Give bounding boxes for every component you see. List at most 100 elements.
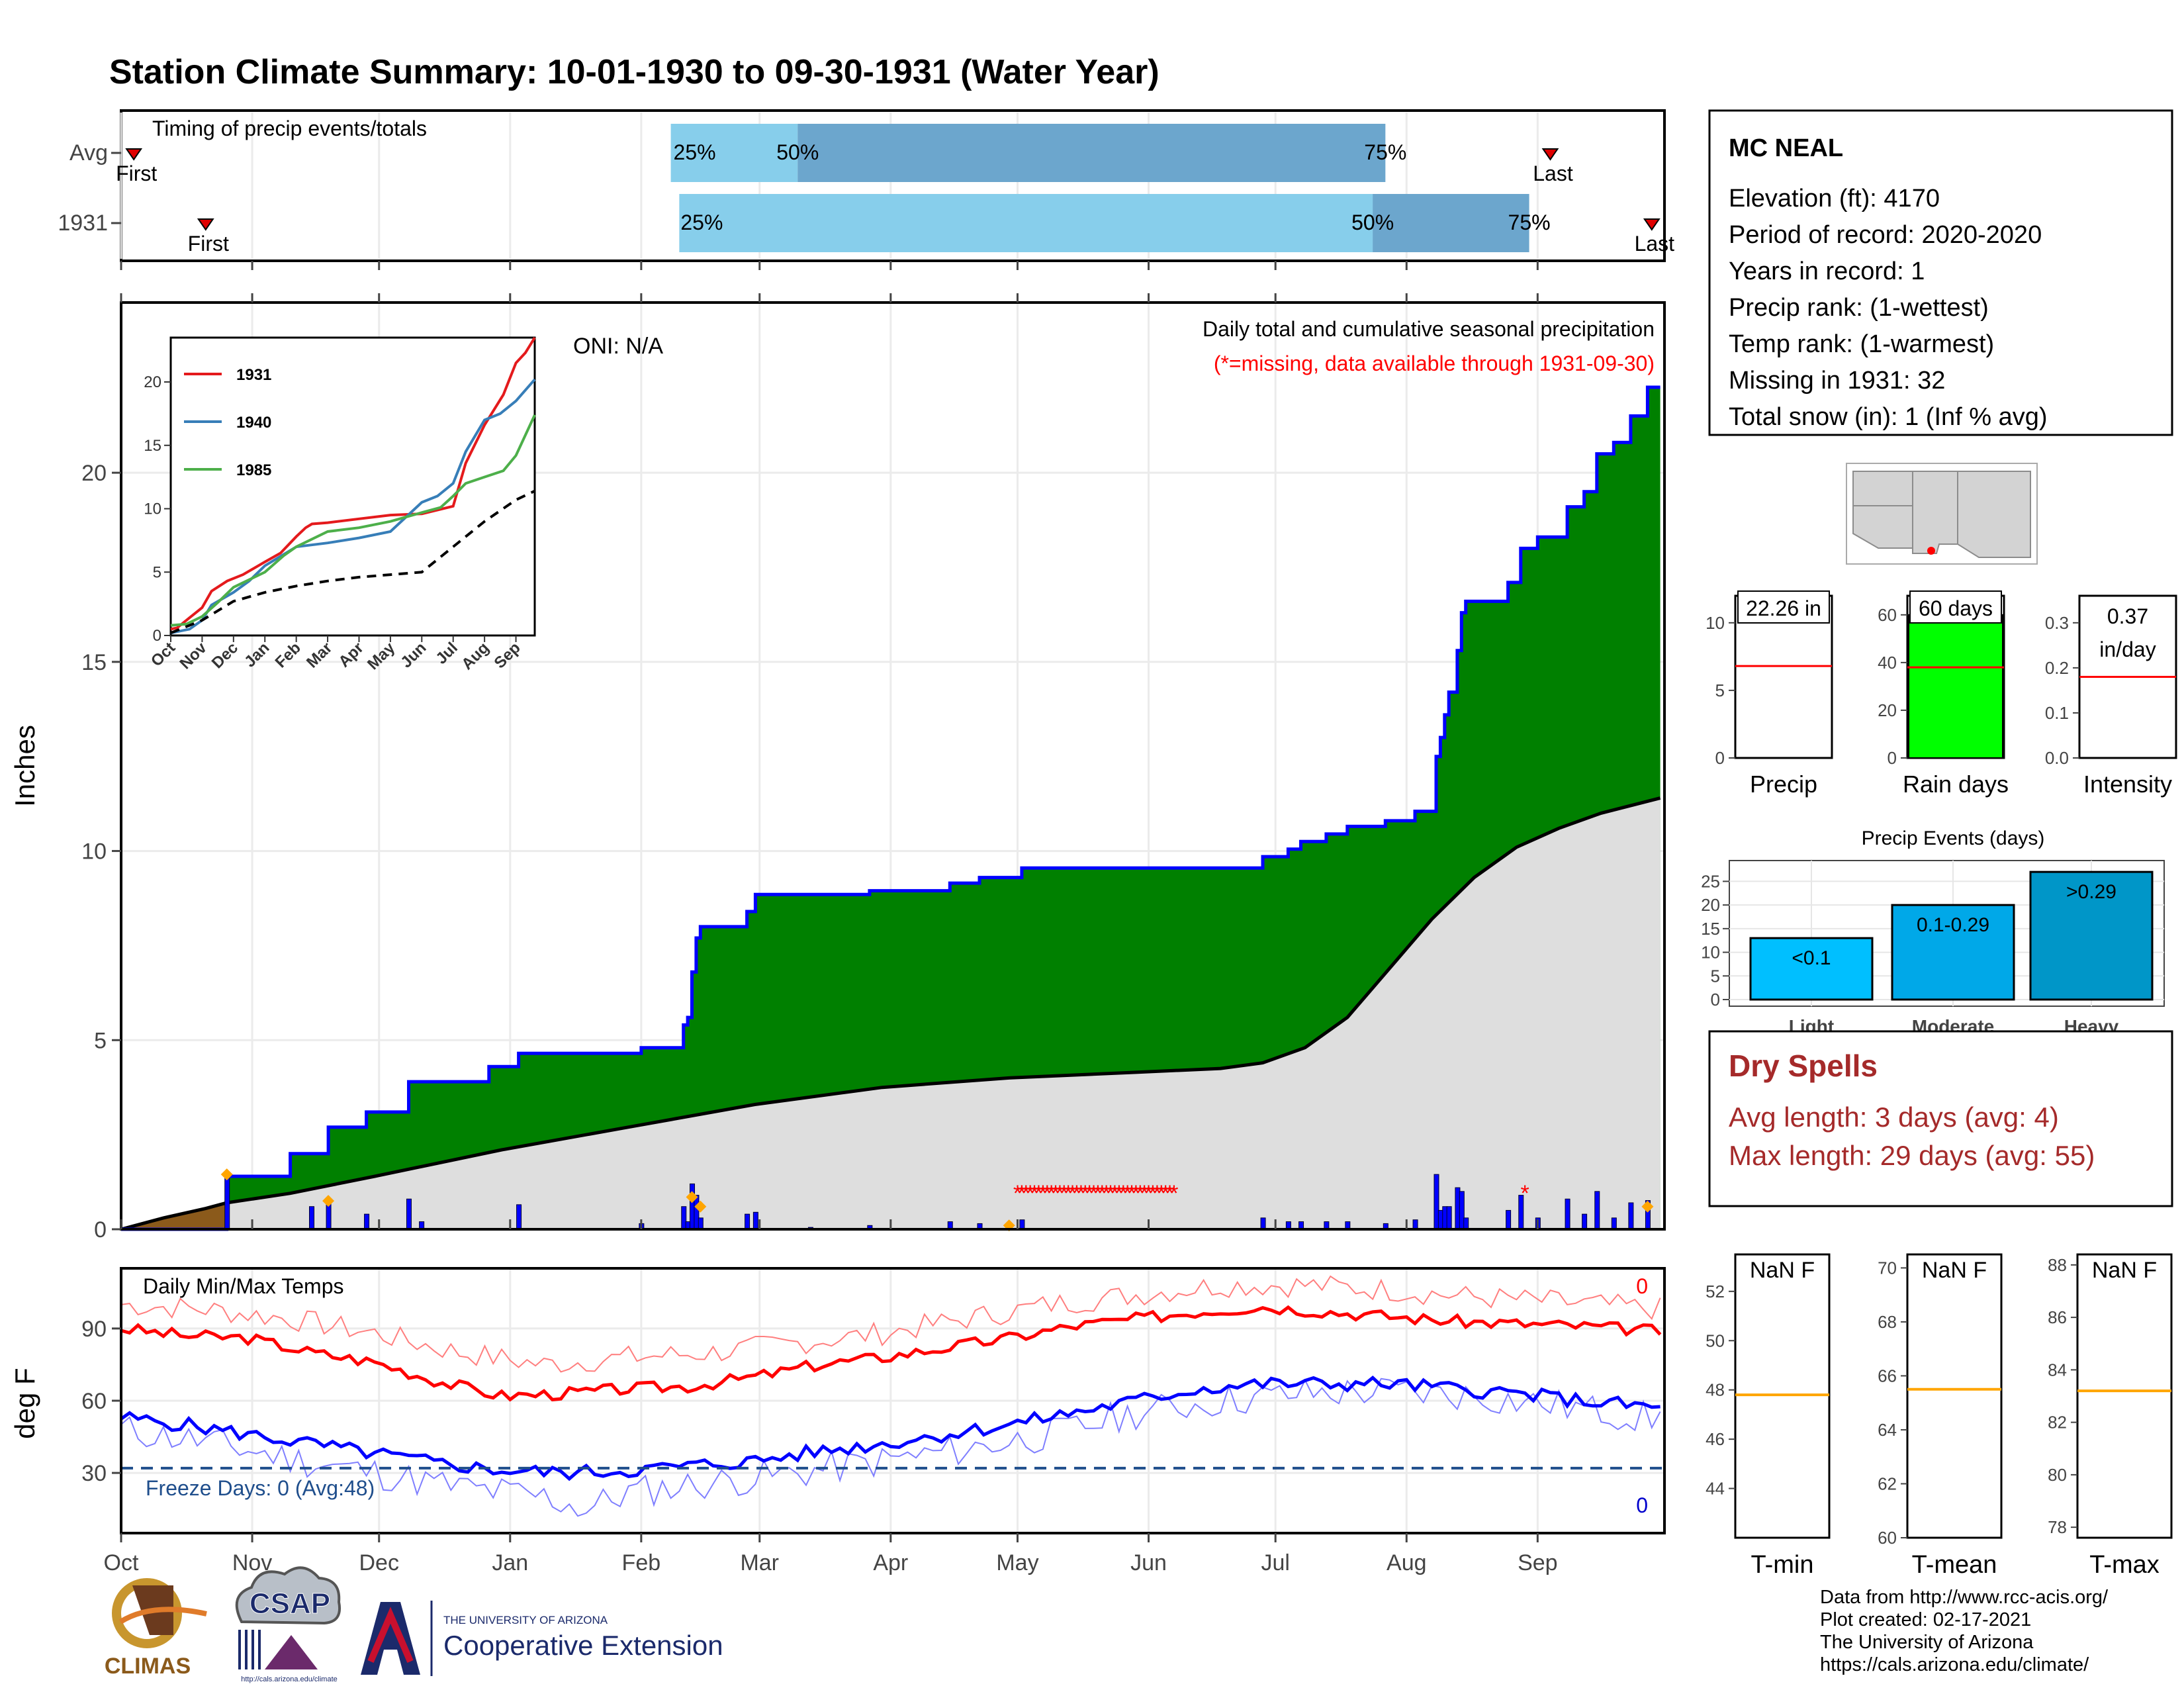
- missing-day-marker: *: [1169, 1181, 1178, 1206]
- missing-day-marker: *: [1521, 1181, 1529, 1206]
- temp-summary-tick-label: 64: [1878, 1420, 1897, 1440]
- precip-event-bar: [2029, 870, 2154, 1001]
- precip-y-axis-label: Inches: [9, 725, 40, 807]
- missing-day-marker: *: [1132, 1181, 1140, 1206]
- timing-p50-label: 50%: [1351, 211, 1394, 234]
- timing-p25-label: 25%: [674, 140, 716, 164]
- daily-precip-bar: [1565, 1198, 1570, 1230]
- missing-day-marker: *: [1111, 1181, 1119, 1206]
- inset-y-tick-label: 20: [144, 373, 161, 391]
- temp-panel: 30 60 90 Daily Min/Max Temps Freeze Days: …: [9, 1219, 1666, 1575]
- missing-day-marker: *: [1081, 1181, 1089, 1206]
- missing-day-marker: *: [1030, 1181, 1038, 1206]
- freeze-days-label: Freeze Days: 0 (Avg:48): [146, 1476, 375, 1500]
- missing-day-marker: *: [1153, 1181, 1161, 1206]
- missing-day-marker: *: [1022, 1181, 1030, 1206]
- station-missing: Missing in 1931: 32: [1729, 367, 1945, 395]
- missing-day-marker: *: [1043, 1181, 1052, 1206]
- snow-marker: [322, 1195, 335, 1207]
- missing-day-marker: *: [1119, 1181, 1128, 1206]
- precip-events-title: Precip Events (days): [1862, 827, 2045, 849]
- last-event-label: Last: [1533, 162, 1573, 185]
- inset-y-tick-label: 10: [144, 500, 161, 518]
- avg-min-line: [120, 1375, 1661, 1481]
- temp-summary-tick-label: 82: [2048, 1413, 2067, 1432]
- missing-day-marker: *: [1102, 1181, 1111, 1206]
- summary-tick-label: 0: [1715, 748, 1725, 768]
- events-tick-label: 10: [1701, 943, 1720, 962]
- events-tick-label: 20: [1701, 895, 1720, 915]
- summary-tick-label: 40: [1878, 653, 1897, 673]
- last-event-label: Last: [1635, 232, 1675, 256]
- temp-summary-tick-label: 50: [1706, 1331, 1725, 1350]
- temp-summary-tick-label: 44: [1706, 1479, 1725, 1499]
- dry-spells-title: Dry Spells: [1729, 1049, 1878, 1083]
- csap-url: http://cals.arizona.edu/climate: [241, 1675, 338, 1683]
- cumulative-precip-area-average: [121, 798, 1661, 1229]
- daily-precip-bar: [752, 1211, 758, 1230]
- temp-summary-tick-label: 60: [1878, 1528, 1897, 1548]
- snow-marker: [1641, 1200, 1654, 1213]
- summary-precip-value: 22.26 in: [1746, 596, 1821, 620]
- missing-day-marker: *: [1068, 1181, 1077, 1206]
- daily-precip-bar: [326, 1202, 332, 1230]
- month-tick-label: May: [996, 1550, 1038, 1575]
- daily-precip-bar: [745, 1213, 751, 1230]
- daily-precip-bar: [516, 1204, 522, 1230]
- summary-tick-label: 0.2: [2045, 658, 2069, 678]
- temp-summary-tick-label: 68: [1878, 1312, 1897, 1332]
- rain-days-bar: [1908, 614, 2003, 759]
- max-temp-count: 0: [1636, 1274, 1648, 1298]
- tsum-tmax-value: NaN F: [2092, 1258, 2157, 1283]
- temp-summary-tick-label: 48: [1706, 1380, 1725, 1400]
- inset-series-line: [170, 378, 536, 635]
- summary-raindays-value: 60 days: [1919, 596, 1993, 620]
- station-period: Period of record: 2020-2020: [1729, 221, 2042, 249]
- month-tick-label: Aug: [1387, 1550, 1427, 1575]
- missing-day-marker: *: [1017, 1181, 1026, 1206]
- temp-summary-tick-label: 70: [1878, 1258, 1897, 1278]
- missing-day-marker: *: [1013, 1181, 1022, 1206]
- snow-marker: [694, 1200, 707, 1213]
- inches-tick-label: 5: [94, 1028, 107, 1053]
- first-event-marker: [125, 148, 143, 161]
- missing-day-marker: *: [1148, 1181, 1157, 1206]
- month-tick-label: Apr: [873, 1550, 908, 1575]
- temp-summary-tick-label: 80: [2048, 1465, 2067, 1485]
- footer-credits: Data from http://www.rcc-acis.org/ Plot …: [1820, 1587, 2109, 1675]
- last-event-marker: [1643, 218, 1661, 231]
- station-location-marker: [1927, 547, 1935, 555]
- missing-day-marker: *: [1047, 1181, 1056, 1206]
- missing-day-marker: *: [1089, 1181, 1098, 1206]
- precip-value-box: [1737, 590, 1830, 624]
- missing-day-marker: *: [1136, 1181, 1144, 1206]
- summary-intensity-label: Intensity: [2083, 771, 2172, 798]
- temp-summary: 44 46 48 50 52 60 62 64 66 68 70 78 80 82 84 86 88 NaN F…: [1706, 1253, 2173, 1579]
- daily-precip-bar: [1582, 1213, 1588, 1230]
- temp-summary-box: [2076, 1253, 2173, 1539]
- credit-plot-created: Plot created: 02-17-2021: [1820, 1609, 2031, 1630]
- summary-tick-label: 0.0: [2045, 748, 2069, 768]
- events-tick-label: 15: [1701, 919, 1720, 939]
- inches-tick-label: 15: [81, 650, 107, 675]
- summary-tick-label: 0.1: [2045, 703, 2069, 723]
- temp-summary-tick-label: 52: [1706, 1282, 1725, 1301]
- summary-precip-label: Precip: [1750, 771, 1817, 798]
- precip-annotation-missing: (*=missing, data available through 1931-…: [1214, 352, 1655, 375]
- climas-logo-text: CLIMAS: [105, 1654, 191, 1679]
- dry-spells-box: Dry Spells Avg length: 3 days (avg: 4) M…: [1708, 1030, 2173, 1207]
- month-tick-label: Oct: [104, 1550, 139, 1575]
- precip-event-bar: [1891, 904, 2015, 1001]
- tsum-tmax-label: T-max: [2089, 1551, 2160, 1579]
- timing-p75-label: 75%: [1508, 211, 1551, 234]
- timing-bar-50-75-year: [1373, 194, 1529, 252]
- daily-precip-bar: [1412, 1219, 1418, 1230]
- missing-day-marker: *: [1140, 1181, 1149, 1206]
- month-tick-label: Jan: [492, 1550, 528, 1575]
- precip-annotation-title: Daily total and cumulative seasonal prec…: [1203, 317, 1655, 341]
- summary-tick-label: 0.3: [2045, 613, 2069, 633]
- oni-label: ONI: N/A: [573, 334, 663, 359]
- inches-tick-label: 20: [81, 461, 107, 486]
- summary-tick-label: 0: [1888, 748, 1897, 768]
- daily-precip-bar: [1611, 1217, 1617, 1230]
